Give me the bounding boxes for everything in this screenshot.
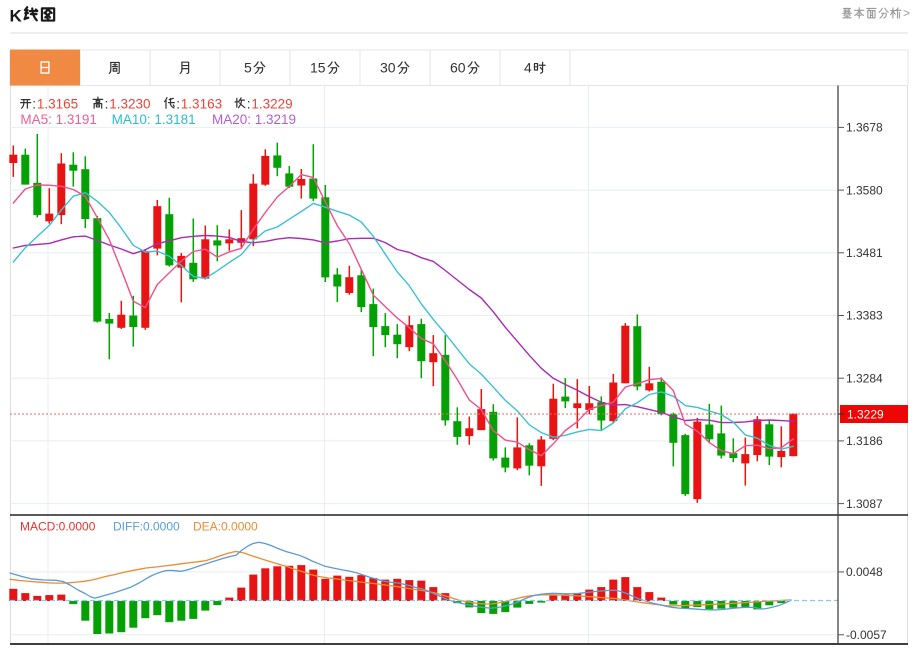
svg-text:K: K (10, 7, 23, 26)
svg-text:0.0048: 0.0048 (846, 565, 883, 579)
svg-text:1.3229: 1.3229 (847, 408, 884, 422)
svg-text:15: 15 (310, 60, 326, 76)
svg-text::: : (176, 96, 180, 111)
svg-text::: : (32, 96, 36, 111)
svg-text:1.3229: 1.3229 (251, 96, 292, 111)
svg-text:MA5: 1.3191: MA5: 1.3191 (20, 112, 97, 127)
svg-text::: : (105, 96, 109, 111)
svg-text:1.3087: 1.3087 (846, 497, 883, 511)
svg-text:MACD:0.0000: MACD:0.0000 (20, 520, 96, 534)
svg-text:MA10: 1.3181: MA10: 1.3181 (112, 112, 196, 127)
svg-text:60: 60 (450, 60, 466, 76)
svg-text:1.3481: 1.3481 (846, 246, 883, 260)
svg-text:1.3165: 1.3165 (37, 96, 78, 111)
svg-text:DIFF:0.0000: DIFF:0.0000 (113, 520, 180, 534)
svg-text:30: 30 (380, 60, 396, 76)
svg-text:DEA:0.0000: DEA:0.0000 (193, 520, 258, 534)
svg-text:1.3163: 1.3163 (181, 96, 222, 111)
svg-text:MA20: 1.3219: MA20: 1.3219 (212, 112, 296, 127)
svg-text:1.3186: 1.3186 (846, 434, 883, 448)
svg-text:1.3284: 1.3284 (846, 371, 883, 385)
svg-text:4: 4 (524, 60, 532, 76)
svg-text:>: > (903, 6, 910, 20)
svg-text:-0.0057: -0.0057 (846, 628, 887, 642)
svg-text::: : (247, 96, 251, 111)
svg-text:1.3580: 1.3580 (846, 183, 883, 197)
svg-text:5: 5 (244, 60, 252, 76)
svg-text:1.3383: 1.3383 (846, 309, 883, 323)
svg-text:1.3230: 1.3230 (109, 96, 150, 111)
svg-text:1.3678: 1.3678 (846, 121, 883, 135)
